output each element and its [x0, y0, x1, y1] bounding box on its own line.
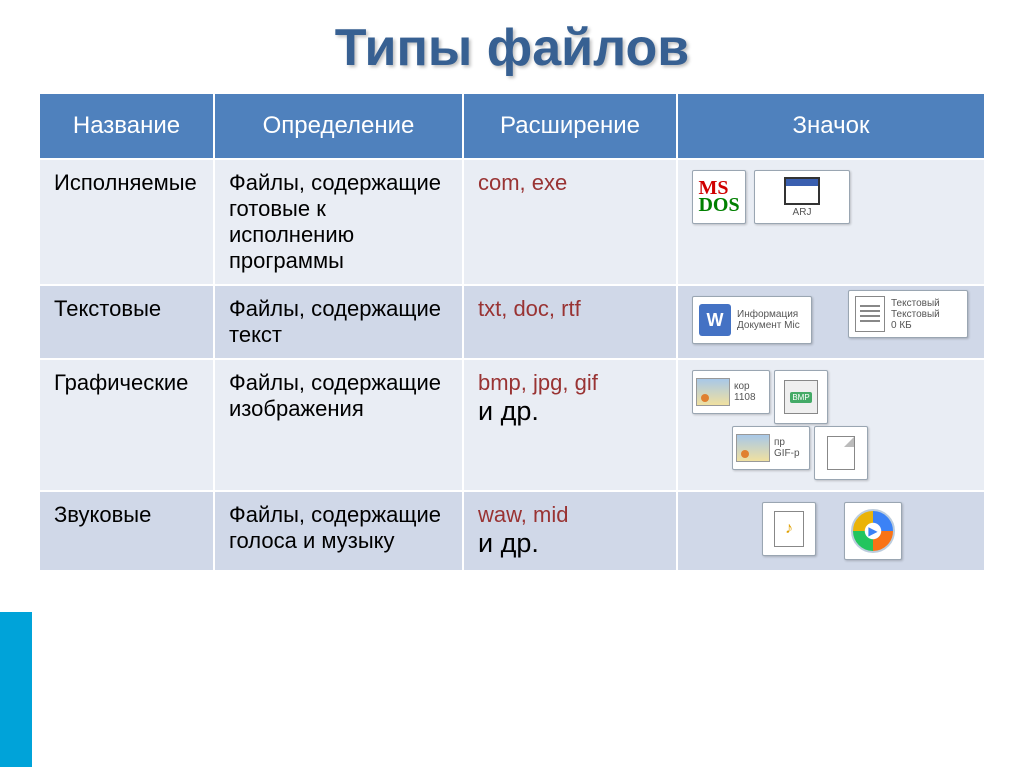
lab-icon [814, 426, 868, 480]
ext-text: waw, mid [478, 502, 568, 527]
icon-label: Текстовый [891, 298, 940, 309]
word-doc-icon: W Информация Документ Mic [692, 296, 812, 344]
table-row: Исполняемые Файлы, содержащие готовые к … [39, 159, 985, 285]
cell-def: Файлы, содержащие изображения [214, 359, 463, 491]
icon-label: Документ Mic [737, 320, 800, 331]
gif-file-icon: прGIF-р [732, 426, 810, 470]
icon-label: GIF-р [774, 448, 800, 459]
table-row: Графические Файлы, содержащие изображени… [39, 359, 985, 491]
msdos-icon: MSDOS [692, 170, 746, 224]
cell-name: Исполняемые [39, 159, 214, 285]
sound-file-icon: ♪ [762, 502, 816, 556]
txt-doc-icon: Текстовый Текстовый 0 КБ [848, 290, 968, 338]
cell-def: Файлы, содержащие текст [214, 285, 463, 359]
cell-ext: waw, mid и др. [463, 491, 677, 571]
cell-ext: bmp, jpg, gif и др. [463, 359, 677, 491]
accent-bar [0, 612, 32, 767]
icon-label: Текстовый [891, 309, 940, 320]
col-header-icon: Значок [677, 93, 985, 159]
icon-label: 0 КБ [891, 320, 912, 331]
icon-label: 1108 [734, 392, 756, 403]
table-header-row: Название Определение Расширение Значок [39, 93, 985, 159]
cell-ext: txt, doc, rtf [463, 285, 677, 359]
cell-name: Графические [39, 359, 214, 491]
cell-name: Текстовые [39, 285, 214, 359]
cell-icon: ♪ [677, 491, 985, 571]
icon-label: кор [734, 381, 750, 392]
cell-icon: кор1108 BMP прGIF-р [677, 359, 985, 491]
image-file-icon: кор1108 [692, 370, 770, 414]
page-title: Типы файлов [0, 0, 1024, 92]
ext-suffix: и др. [478, 528, 539, 558]
col-header-ext: Расширение [463, 93, 677, 159]
cell-icon: MSDOS ARJ [677, 159, 985, 285]
table-row: Звуковые Файлы, содержащие голоса и музы… [39, 491, 985, 571]
col-header-name: Название [39, 93, 214, 159]
ext-text: bmp, jpg, gif [478, 370, 598, 395]
cell-def: Файлы, содержащие голоса и музыку [214, 491, 463, 571]
cell-ext: com, exe [463, 159, 677, 285]
file-types-table: Название Определение Расширение Значок И… [38, 92, 986, 572]
icon-label: Информация [737, 309, 798, 320]
cell-def: Файлы, содержащие готовые к исполнению п… [214, 159, 463, 285]
bmp-icon: BMP [774, 370, 828, 424]
table-row: Текстовые Файлы, содержащие текст txt, d… [39, 285, 985, 359]
media-player-icon [844, 502, 902, 560]
ext-suffix: и др. [478, 396, 539, 426]
col-header-def: Определение [214, 93, 463, 159]
cell-name: Звуковые [39, 491, 214, 571]
icon-label: пр [774, 437, 785, 448]
cell-icon: W Информация Документ Mic Текстовый Текс… [677, 285, 985, 359]
arj-window-icon: ARJ [754, 170, 850, 224]
